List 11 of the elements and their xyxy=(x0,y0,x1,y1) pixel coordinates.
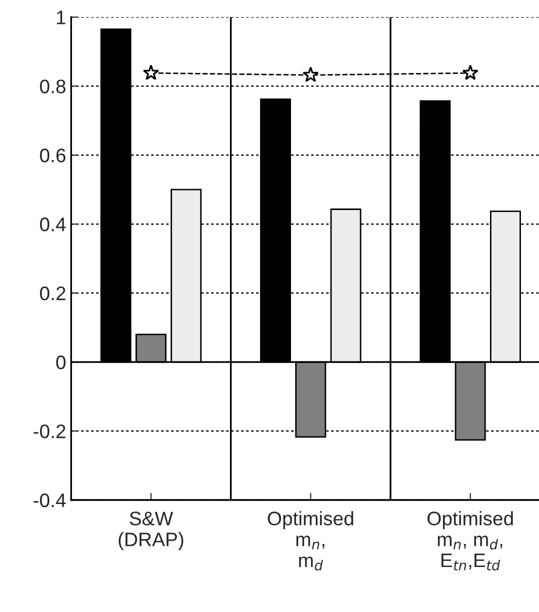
y-tick-label: 0.8 xyxy=(40,80,66,94)
y-tick-label: -0.2 xyxy=(34,424,66,438)
x-tick-label: S&W (DRAP) xyxy=(118,512,184,550)
category-label: Optimised m$_{n}$, m$_{d}$, E$_{tn}$,E$_{td}$ xyxy=(428,511,513,570)
y-tick-label: 1 xyxy=(56,10,66,24)
y-tick-label: 0.6 xyxy=(40,148,66,162)
y-tick-label: 0.4 xyxy=(40,218,66,232)
x-tick-label: Optimised m$_{n}$, m$_{d}$ xyxy=(268,511,354,570)
y-tick-label: -0.4 xyxy=(34,493,66,508)
y-tick-label: 0 xyxy=(56,356,66,370)
y-tick-label: 0.2 xyxy=(40,286,66,300)
